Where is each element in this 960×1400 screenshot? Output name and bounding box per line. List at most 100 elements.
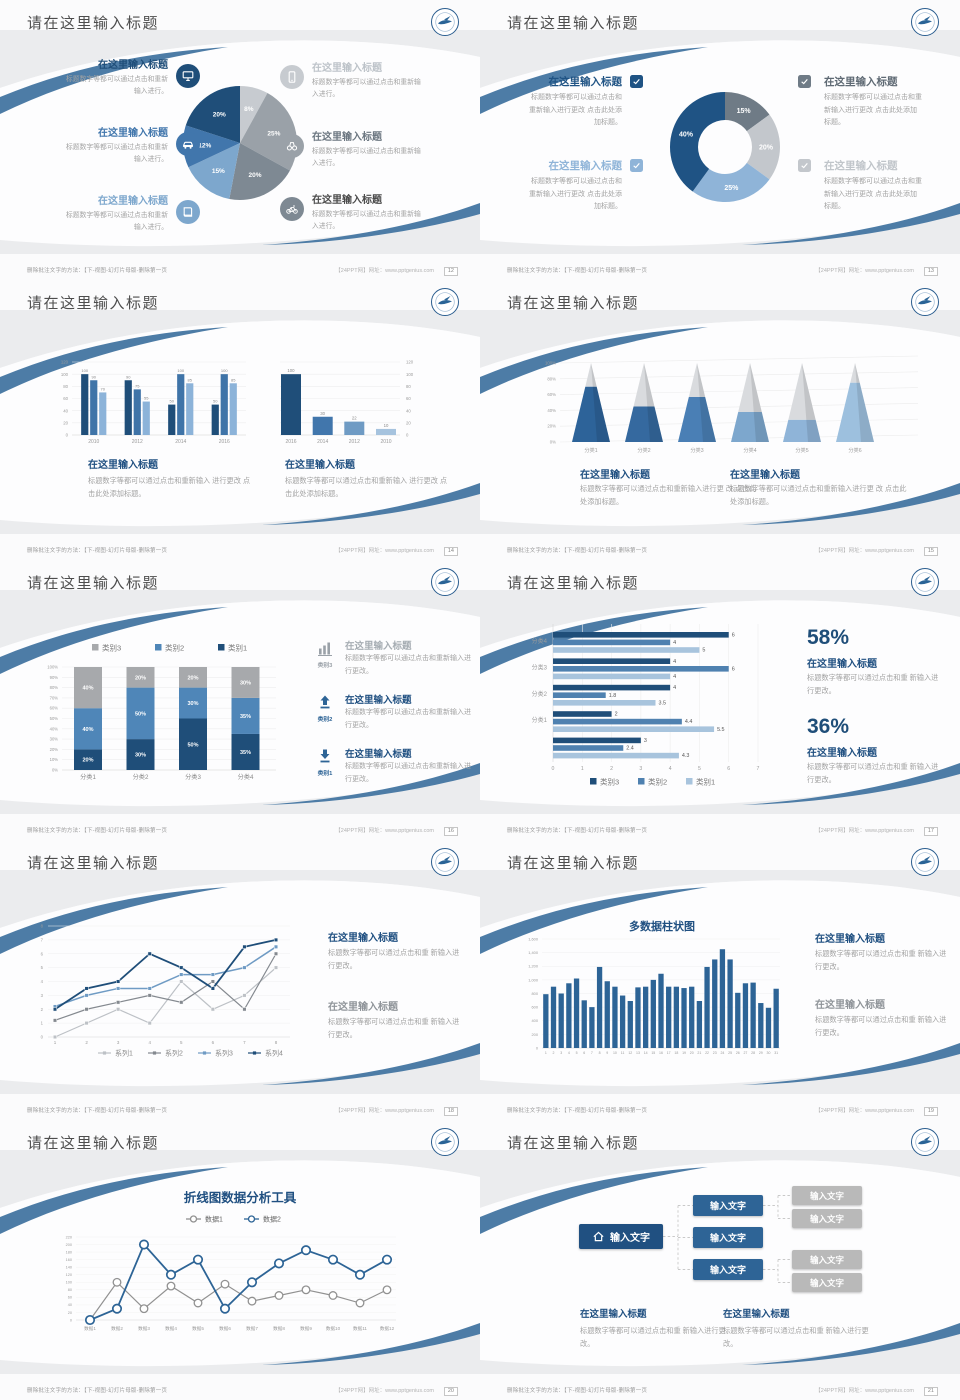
callout: 在这里输入标题 标题数字等都可以通过点击和重新输入进行。 (312, 59, 426, 101)
slide-decoration (0, 840, 480, 1120)
callout: 在这里输入标题 标题数字等都可以通过点击和重新输入进行。 (62, 124, 168, 166)
svg-text:29: 29 (759, 1051, 763, 1055)
svg-text:1.8: 1.8 (609, 693, 617, 699)
slide-card-20[interactable]: 请在这里输入标题 折线图数据分析工具 数据1 数据2 0 20 40 60 80 100 120 1… (0, 1120, 480, 1400)
stat-percentage: 58% (807, 626, 850, 649)
callout-title: 在这里输入标题 (98, 60, 168, 71)
svg-text:6: 6 (583, 1051, 585, 1055)
svg-text:50: 50 (170, 399, 175, 404)
tree-leaf-node: 输入文字 (792, 1209, 862, 1228)
svg-text:3: 3 (117, 1040, 120, 1045)
page-number: 12 (443, 266, 458, 276)
tree-mid-node: 输入文字 (693, 1195, 763, 1216)
slide-footer: 删除批注文字的方法：【下-视图-幻灯片母版-删除第一页 【24PPT网】网址：w… (480, 544, 960, 556)
section-body: 标题数字等都可以通过点击和重新输入进行更 改 点击此处添加标题。 (730, 484, 907, 507)
svg-text:120: 120 (61, 360, 69, 365)
svg-text:85: 85 (231, 377, 236, 382)
footer-note: 删除批注文字的方法：【下-视图-幻灯片母版-删除第一页 (27, 1388, 168, 1394)
school-logo-icon (430, 7, 460, 37)
svg-text:100: 100 (221, 368, 228, 373)
callout-body: 标题数字等都可以通过点击和重新输入进行更改 点击此处添加标题。 (824, 178, 922, 211)
footer-site: 【24PPT网】网址：www.pptgenius.com (335, 548, 434, 554)
svg-text:50%: 50% (135, 711, 146, 717)
slide-card-12[interactable]: 请在这里输入标题 8% 25% 20% 15% 12% 20% 在这里输入标题 标题数字等都可… (0, 0, 480, 280)
slide-card-19[interactable]: 请在这里输入标题 多数据柱状图 0 200 400 600 800 1,000 1,200 1,… (480, 840, 960, 1120)
svg-text:0: 0 (70, 1318, 72, 1322)
callout: 在这里输入标题标题数字等都可以通过点击和重新输入进行更改 点击此处添加标题。 (824, 158, 922, 214)
svg-text:100%: 100% (47, 665, 58, 670)
slide-footer: 删除批注文字的方法：【下-视图-幻灯片母版-删除第一页 【24PPT网】网址：w… (0, 544, 480, 556)
svg-text:100: 100 (61, 372, 69, 377)
svg-text:分类4: 分类4 (238, 773, 254, 781)
svg-text:120: 120 (406, 360, 414, 365)
callout-body: 标题数字等都可以通过点击和重新输入进行更改 点击此处添加标题。 (529, 94, 622, 127)
section-body: 标题数字等都可以通过点击和重 新输入进行更改。 (328, 948, 460, 971)
callout-title: 在这里输入标题 (98, 128, 168, 139)
svg-text:20%: 20% (759, 144, 774, 151)
svg-text:12: 12 (628, 1051, 632, 1055)
svg-text:50%: 50% (50, 716, 59, 721)
svg-text:85: 85 (188, 377, 193, 382)
slide-card-17[interactable]: 请在这里输入标题 0 1 2 3 4 5 6 7 6 4 5 分类4 4 6 4 分类3 4 1.8 3.5 分类2 2… (480, 560, 960, 840)
callout: 在这里输入标题 标题数字等都可以通过点击和重新输入进行。 (312, 191, 426, 233)
slide-card-13[interactable]: 请在这里输入标题 15% 20% 25% 40% 在这里输入标题 标题数字等都可以通过点击… (480, 0, 960, 280)
svg-text:20: 20 (63, 420, 68, 425)
svg-text:分类1: 分类1 (532, 716, 548, 724)
slide-card-21[interactable]: 请在这里输入标题 输入文字 输入文字 输入文字 输入文字 输入文字 输入文字 输入文字 输入文… (480, 1120, 960, 1400)
svg-text:分类4: 分类4 (743, 446, 756, 454)
svg-text:0: 0 (406, 433, 409, 438)
svg-text:19: 19 (682, 1051, 686, 1055)
section-title: 在这里输入标题 (328, 933, 398, 944)
callout-title: 在这里输入标题 (345, 749, 412, 760)
tree-node-label: 输入文字 (809, 1213, 844, 1224)
svg-text:3.5: 3.5 (659, 700, 667, 706)
svg-text:22: 22 (705, 1051, 709, 1055)
footer-note: 删除批注文字的方法：【下-视图-幻灯片母版-删除第一页 (507, 1388, 648, 1394)
svg-text:系列4: 系列4 (265, 1049, 283, 1058)
footer-note: 删除批注文字的方法：【下-视图-幻灯片母版-删除第一页 (507, 268, 648, 274)
svg-text:分类4: 分类4 (532, 637, 548, 645)
checkbox-icon (798, 75, 811, 88)
svg-text:6: 6 (727, 766, 730, 772)
page-number: 14 (443, 546, 458, 556)
svg-text:2014: 2014 (317, 439, 328, 445)
slide-card-16[interactable]: 请在这里输入标题 类别3 类别2 类别1 0% 10% 20% 30% 40% 50% 60% 70… (0, 560, 480, 840)
home-icon (593, 1231, 604, 1242)
svg-text:60: 60 (68, 1296, 72, 1300)
school-logo-icon (910, 1127, 940, 1157)
slide-content: 折线图数据分析工具 数据1 数据2 0 20 40 60 80 100 120 140 160 180 2… (0, 1120, 480, 1400)
svg-text:1: 1 (41, 1021, 44, 1026)
svg-text:5: 5 (698, 766, 701, 772)
svg-text:6: 6 (41, 951, 44, 956)
svg-text:100: 100 (287, 368, 295, 373)
section-body: 标题数字等都可以通过点击和重 新输入进行更改。 (580, 1326, 726, 1349)
pie-chart: 8% 25% 20% 15% 12% 20% (182, 86, 298, 200)
slide-card-18[interactable]: 请在这里输入标题 0 1 2 3 4 5 6 7 8 1 2 3 4 5 6 7 8 系列1 系列2 系列3 系列4 在这… (0, 840, 480, 1120)
svg-text:数据6: 数据6 (219, 1325, 231, 1332)
pyramid-chart: 0% 20% 40% 60% 80% 100% 分类1 分类2 分类3 分类4 分类5 分类6 (545, 355, 919, 454)
svg-text:6: 6 (212, 1040, 215, 1045)
svg-text:20%: 20% (249, 172, 262, 179)
section-title: 在这里输入标题 (580, 470, 650, 481)
svg-text:17: 17 (667, 1051, 671, 1055)
svg-text:10: 10 (384, 423, 389, 428)
callout-title: 在这里输入标题 (824, 160, 898, 172)
svg-text:数据3: 数据3 (138, 1325, 150, 1332)
svg-text:160: 160 (66, 1258, 72, 1262)
svg-text:35%: 35% (240, 750, 251, 756)
svg-text:30%: 30% (187, 701, 198, 707)
footer-note: 删除批注文字的方法：【下-视图-幻灯片母版-删除第一页 (27, 268, 168, 274)
slide-card-15[interactable]: 请在这里输入标题 0% 20% 40% 60% 80% 100% 分类1 分类2 分类3 分类4 分… (480, 280, 960, 560)
svg-text:21: 21 (697, 1051, 701, 1055)
svg-text:40%: 40% (547, 408, 556, 413)
slide-title: 请在这里输入标题 (507, 855, 640, 872)
svg-text:3: 3 (41, 993, 44, 998)
svg-text:数据5: 数据5 (192, 1325, 204, 1332)
svg-text:23: 23 (713, 1051, 717, 1055)
svg-text:100: 100 (177, 368, 184, 373)
callout-title: 在这里输入标题 (824, 76, 898, 88)
slide-card-14[interactable]: 请在这里输入标题 0 20 40 60 80 100 120 100 90 70 2010 90 75 5… (0, 280, 480, 560)
section-title: 在这里输入标题 (815, 934, 885, 945)
callout-body: 标题数字等都可以通过点击和重新输入进行。 (312, 79, 421, 99)
